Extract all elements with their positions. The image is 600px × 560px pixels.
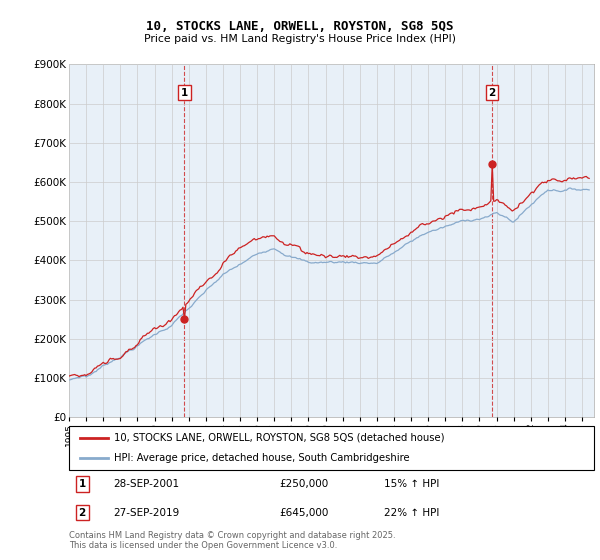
Text: 10, STOCKS LANE, ORWELL, ROYSTON, SG8 5QS: 10, STOCKS LANE, ORWELL, ROYSTON, SG8 5Q… <box>146 20 454 32</box>
Text: 15% ↑ HPI: 15% ↑ HPI <box>384 479 439 489</box>
Text: 1: 1 <box>79 479 86 489</box>
Text: 28-SEP-2001: 28-SEP-2001 <box>113 479 180 489</box>
Text: 2: 2 <box>488 87 496 97</box>
Text: £645,000: £645,000 <box>279 507 328 517</box>
Text: 10, STOCKS LANE, ORWELL, ROYSTON, SG8 5QS (detached house): 10, STOCKS LANE, ORWELL, ROYSTON, SG8 5Q… <box>113 433 444 443</box>
Text: 1: 1 <box>181 87 188 97</box>
FancyBboxPatch shape <box>69 426 594 470</box>
Text: £250,000: £250,000 <box>279 479 328 489</box>
Text: HPI: Average price, detached house, South Cambridgeshire: HPI: Average price, detached house, Sout… <box>113 453 409 463</box>
Text: Price paid vs. HM Land Registry's House Price Index (HPI): Price paid vs. HM Land Registry's House … <box>144 34 456 44</box>
Text: 22% ↑ HPI: 22% ↑ HPI <box>384 507 439 517</box>
Text: Contains HM Land Registry data © Crown copyright and database right 2025.
This d: Contains HM Land Registry data © Crown c… <box>69 531 395 550</box>
Text: 27-SEP-2019: 27-SEP-2019 <box>113 507 180 517</box>
Text: 2: 2 <box>79 507 86 517</box>
